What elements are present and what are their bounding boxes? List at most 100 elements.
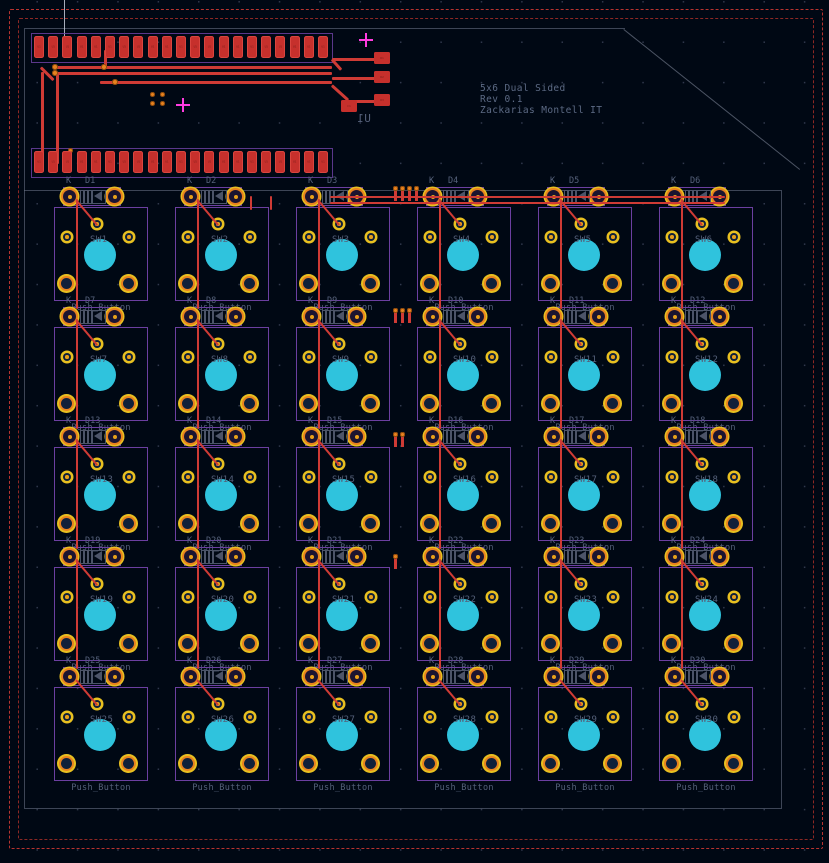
diode-pad-anode[interactable] xyxy=(592,550,605,563)
switch-mount-pad-right[interactable] xyxy=(607,758,618,769)
switch-pad-left[interactable] xyxy=(426,593,434,601)
switch-mount-pad-right[interactable] xyxy=(365,518,376,529)
switch-footprint[interactable]: SW9 Push_Button xyxy=(296,327,390,433)
smd-component[interactable]: C1 xyxy=(341,100,357,112)
switch-mount-pad-right[interactable] xyxy=(486,398,497,409)
diode-footprint[interactable]: K D25 xyxy=(63,656,121,686)
diode-footprint[interactable]: K D8 xyxy=(184,296,242,326)
diode-pad-cathode[interactable] xyxy=(547,310,560,323)
switch-pad-right[interactable] xyxy=(246,233,254,241)
header-pad[interactable]: U1 xyxy=(62,36,73,58)
switch-pad-right[interactable] xyxy=(367,593,375,601)
diode-footprint[interactable]: K D18 xyxy=(668,416,726,446)
switch-footprint[interactable]: SW30 Push_Button xyxy=(659,687,753,793)
header-pad[interactable]: U1 xyxy=(34,151,44,173)
header-pad[interactable]: U1 xyxy=(218,151,229,173)
switch-mount-pad-left[interactable] xyxy=(545,758,556,769)
switch-pad-left[interactable] xyxy=(305,593,313,601)
diode-pad-anode[interactable] xyxy=(350,670,363,683)
header-pad[interactable]: U1 xyxy=(76,151,87,173)
diode-pad-anode[interactable] xyxy=(350,430,363,443)
diode-footprint[interactable]: K D27 xyxy=(305,656,363,686)
switch-mount-pad-left[interactable] xyxy=(666,278,677,289)
header-pad[interactable]: U1 xyxy=(218,36,229,58)
switch-pad-right[interactable] xyxy=(609,233,617,241)
switch-mount-pad-right[interactable] xyxy=(607,278,618,289)
diode-pad-anode[interactable] xyxy=(229,670,242,683)
header-pad[interactable]: U1 xyxy=(62,151,73,173)
switch-pad-left[interactable] xyxy=(668,353,676,361)
switch-mount-pad-right[interactable] xyxy=(728,518,739,529)
header-pad[interactable]: U1 xyxy=(247,151,257,173)
diode-pad-cathode[interactable] xyxy=(547,670,560,683)
switch-mount-pad-right[interactable] xyxy=(244,638,255,649)
header-pad[interactable]: U1 xyxy=(232,36,243,58)
diode-footprint[interactable]: K D23 xyxy=(547,536,605,566)
diode-pad-cathode[interactable] xyxy=(63,190,76,203)
header-pad[interactable]: U1 xyxy=(133,36,144,58)
via[interactable] xyxy=(101,64,107,70)
switch-pad-left[interactable] xyxy=(547,593,555,601)
diode-footprint[interactable]: K D2 xyxy=(184,176,242,206)
switch-pad-right[interactable] xyxy=(488,233,496,241)
switch-pad-right[interactable] xyxy=(730,593,738,601)
diode-pad-anode[interactable] xyxy=(108,310,121,323)
header-pad[interactable]: U1 xyxy=(161,151,172,173)
switch-mount-pad-left[interactable] xyxy=(424,518,435,529)
switch-footprint[interactable]: SW1 Push_Button xyxy=(54,207,148,313)
switch-footprint[interactable]: SW24 Push_Button xyxy=(659,567,753,673)
switch-footprint[interactable]: SW20 Push_Button xyxy=(175,567,269,673)
diode-pad-cathode[interactable] xyxy=(426,550,439,563)
header-pad[interactable]: U1 xyxy=(119,151,130,173)
switch-mount-pad-left[interactable] xyxy=(182,638,193,649)
diode-pad-cathode[interactable] xyxy=(668,310,681,323)
via[interactable] xyxy=(393,308,398,313)
switch-mount-pad-right[interactable] xyxy=(607,638,618,649)
diode-pad-anode[interactable] xyxy=(350,310,363,323)
via[interactable] xyxy=(400,186,405,191)
switch-mount-pad-right[interactable] xyxy=(244,278,255,289)
switch-mount-pad-right[interactable] xyxy=(607,398,618,409)
switch-mount-pad-left[interactable] xyxy=(182,518,193,529)
switch-pad-left[interactable] xyxy=(184,473,192,481)
diode-pad-cathode[interactable] xyxy=(668,670,681,683)
smd-component[interactable]: R3 xyxy=(374,94,390,106)
via[interactable] xyxy=(112,79,118,85)
header-pad[interactable]: U1 xyxy=(275,151,286,173)
via[interactable] xyxy=(160,92,165,97)
header-pad[interactable]: U1 xyxy=(48,151,59,173)
switch-pad-left[interactable] xyxy=(668,473,676,481)
diode-footprint[interactable]: K D19 xyxy=(63,536,121,566)
switch-footprint[interactable]: SW5 Push_Button xyxy=(538,207,632,313)
switch-mount-pad-right[interactable] xyxy=(244,758,255,769)
switch-footprint[interactable]: SW13 Push_Button xyxy=(54,447,148,553)
switch-mount-pad-left[interactable] xyxy=(303,638,314,649)
diode-pad-anode[interactable] xyxy=(229,310,242,323)
diode-pad-cathode[interactable] xyxy=(547,430,560,443)
header-pad[interactable]: U1 xyxy=(48,36,59,58)
switch-pad-left[interactable] xyxy=(63,473,71,481)
switch-mount-pad-left[interactable] xyxy=(666,518,677,529)
switch-footprint[interactable]: SW8 Push_Button xyxy=(175,327,269,433)
diode-pad-cathode[interactable] xyxy=(184,190,197,203)
switch-pad-right[interactable] xyxy=(246,713,254,721)
switch-pad-left[interactable] xyxy=(63,593,71,601)
via[interactable] xyxy=(407,308,412,313)
switch-mount-pad-left[interactable] xyxy=(61,518,72,529)
switch-footprint[interactable]: SW17 Push_Button xyxy=(538,447,632,553)
switch-mount-pad-right[interactable] xyxy=(123,398,134,409)
switch-mount-pad-right[interactable] xyxy=(244,398,255,409)
switch-mount-pad-right[interactable] xyxy=(728,758,739,769)
diode-pad-cathode[interactable] xyxy=(184,550,197,563)
header-pad[interactable]: U1 xyxy=(190,36,201,58)
switch-mount-pad-left[interactable] xyxy=(424,638,435,649)
switch-pad-right[interactable] xyxy=(730,353,738,361)
header-pad[interactable]: U1 xyxy=(289,36,300,58)
diode-footprint[interactable]: K D13 xyxy=(63,416,121,446)
switch-mount-pad-right[interactable] xyxy=(123,518,134,529)
diode-footprint[interactable]: K D14 xyxy=(184,416,242,446)
switch-pad-left[interactable] xyxy=(63,233,71,241)
switch-mount-pad-right[interactable] xyxy=(123,278,134,289)
header-pad[interactable]: U1 xyxy=(90,151,101,173)
